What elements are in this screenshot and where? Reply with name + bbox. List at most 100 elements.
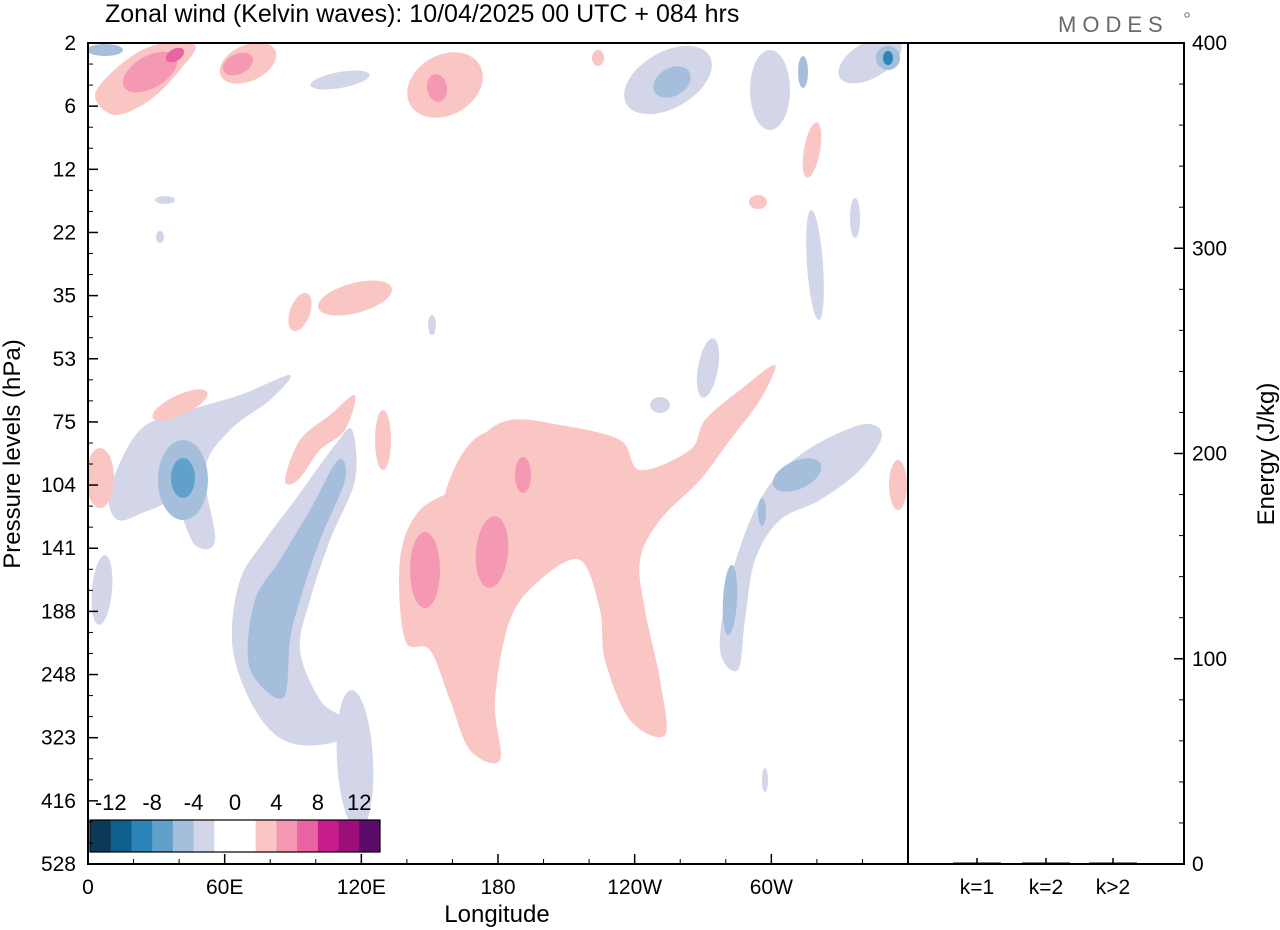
negative-contour-strong xyxy=(798,56,808,88)
positive-contour xyxy=(318,280,392,316)
colorbar-swatch xyxy=(276,820,298,852)
positive-contour xyxy=(749,195,767,209)
y-tick-label: 104 xyxy=(41,474,76,497)
negative-contour-darker xyxy=(883,51,893,65)
contour-field xyxy=(88,43,907,830)
negative-contour xyxy=(806,210,824,320)
colorbar-swatch xyxy=(214,820,236,852)
positive-contour-strong xyxy=(222,52,254,76)
negative-contour xyxy=(428,315,436,335)
positive-contour xyxy=(802,122,822,178)
negative-contour-darker xyxy=(171,458,195,498)
colorbar-labels: -12 -8 -4 0 4 8 12 xyxy=(95,790,372,815)
y-tick-label: 6 xyxy=(64,95,76,118)
negative-contour xyxy=(762,768,768,792)
colorbar-label: -12 xyxy=(95,790,127,815)
y-tick-label: 75 xyxy=(53,411,76,434)
negative-contour-strong xyxy=(247,458,346,699)
positive-contour-strong xyxy=(515,457,531,493)
positive-contour xyxy=(284,394,356,485)
colorbar-swatch xyxy=(338,820,360,852)
energy-bars: k=1 k=2 k>2 xyxy=(953,858,1137,899)
y-tick-label: 35 xyxy=(53,285,76,308)
positive-contour-darker xyxy=(165,47,185,63)
colorbar-swatch xyxy=(172,820,195,852)
positive-contour-strong xyxy=(426,74,448,102)
negative-contour xyxy=(91,555,113,625)
energy-tick-label: 400 xyxy=(1192,32,1227,55)
colorbar-frame xyxy=(89,819,381,853)
negative-contour xyxy=(650,397,670,413)
y-tick-label: 22 xyxy=(53,221,76,244)
colorbar-swatch xyxy=(297,820,319,852)
y-axis: 2 6 12 22 35 53 75 104 141 188 248 323 416 528 xyxy=(41,32,98,876)
colorbar-label: 12 xyxy=(347,790,371,815)
modes-logo: MODES xyxy=(1058,12,1169,37)
chart-title: Zonal wind (Kelvin waves): 10/04/2025 00… xyxy=(105,0,739,28)
negative-contour-strong xyxy=(88,44,123,56)
y-tick-label: 141 xyxy=(41,537,76,560)
colorbar-label: 0 xyxy=(229,790,241,815)
positive-contour xyxy=(152,389,208,421)
negative-contour-strong xyxy=(772,458,822,492)
colorbar-swatch xyxy=(110,820,132,852)
negative-contour xyxy=(750,50,790,130)
colorbar-swatch xyxy=(131,820,153,852)
negative-contour xyxy=(310,70,370,90)
energy-tick-label: 0 xyxy=(1192,853,1204,876)
positive-contour xyxy=(375,410,391,470)
colorbar-label: -8 xyxy=(142,790,162,815)
negative-contour-strong xyxy=(722,565,738,635)
negative-contour xyxy=(850,198,860,238)
negative-contour xyxy=(696,338,720,398)
positive-contour xyxy=(592,50,604,66)
colorbar-swatch xyxy=(193,820,215,852)
negative-contour xyxy=(156,231,164,243)
energy-axis: 0 100 200 300 400 xyxy=(1174,32,1227,876)
y-tick-label: 248 xyxy=(41,664,76,687)
x-axis-label: Longitude xyxy=(444,901,549,928)
colorbar-label: 4 xyxy=(270,790,282,815)
colorbar-swatch xyxy=(359,820,381,852)
positive-contour xyxy=(288,292,312,332)
x-tick-label: 60W xyxy=(750,876,793,899)
x-tick-label: 120W xyxy=(607,876,662,899)
energy-category-label: k>2 xyxy=(1096,876,1130,899)
x-tick-label: 0 xyxy=(82,876,94,899)
logo-trademark-icon xyxy=(1184,12,1190,18)
colorbar-label: 8 xyxy=(312,790,324,815)
energy-tick-label: 300 xyxy=(1192,237,1227,260)
x-tick-label: 60E xyxy=(206,876,243,899)
negative-contour xyxy=(336,690,374,830)
energy-tick-label: 100 xyxy=(1192,648,1227,671)
colorbar-label: -4 xyxy=(184,790,204,815)
colorbar-swatch xyxy=(90,820,112,852)
energy-axis-label: Energy (J/kg) xyxy=(1253,383,1280,526)
positive-contour-strong xyxy=(475,516,509,588)
y-tick-label: 53 xyxy=(53,348,76,371)
colorbar-swatch xyxy=(255,820,277,852)
x-axis: 0 60E 120E 180 120W 60W xyxy=(82,854,863,899)
negative-contour-strong xyxy=(653,66,691,98)
colorbar-swatch xyxy=(152,820,174,852)
y-tick-label: 188 xyxy=(41,600,76,623)
energy-tick-label: 200 xyxy=(1192,443,1227,466)
y-tick-label: 323 xyxy=(41,727,76,750)
energy-category-label: k=2 xyxy=(1029,876,1063,899)
colorbar-swatch xyxy=(235,820,257,852)
negative-contour xyxy=(155,196,175,204)
x-tick-label: 180 xyxy=(480,876,515,899)
colorbar-swatch xyxy=(317,820,340,852)
positive-contour xyxy=(88,448,114,508)
colorbar xyxy=(89,819,381,853)
y-tick-label: 12 xyxy=(53,158,76,181)
y-tick-label: 2 xyxy=(64,32,76,55)
energy-category-label: k=1 xyxy=(960,876,994,899)
y-axis-label: Pressure levels (hPa) xyxy=(0,339,26,568)
x-tick-label: 120E xyxy=(337,876,386,899)
negative-contour-strong xyxy=(758,498,766,526)
positive-contour-strong xyxy=(122,51,178,93)
positive-contour-strong xyxy=(410,532,440,608)
positive-contour xyxy=(889,460,907,510)
